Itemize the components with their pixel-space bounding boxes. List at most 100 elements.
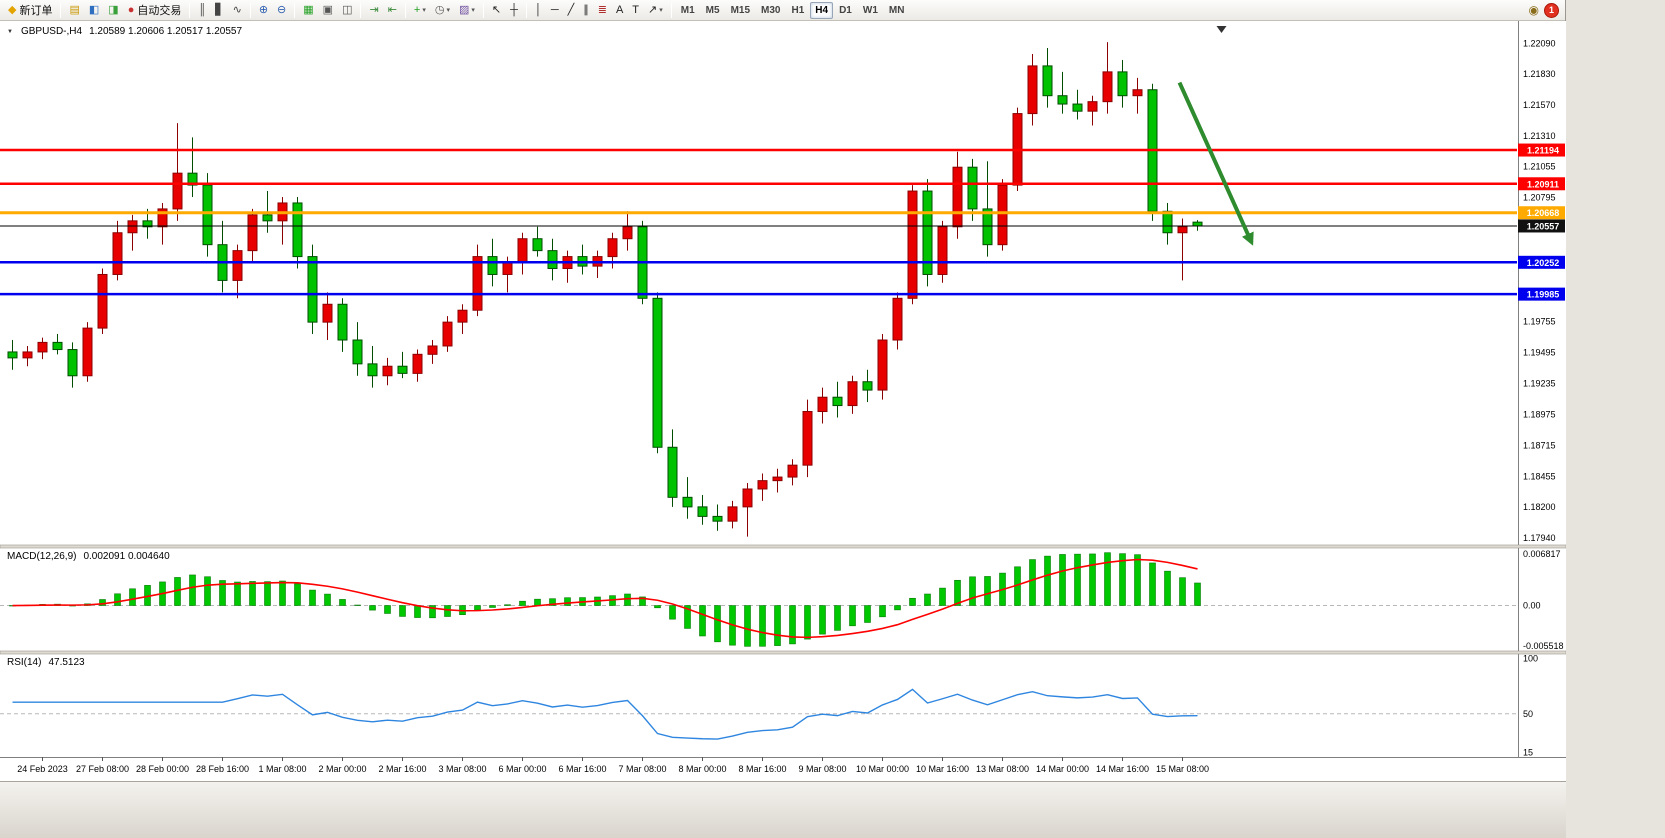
macd-histogram-bar: [789, 605, 796, 645]
macd-histogram-bar: [654, 605, 661, 609]
candlestick-chart-button[interactable]: ▋: [211, 2, 227, 19]
price-axis-label: 1.17940: [1523, 533, 1556, 543]
candle: [232, 244, 243, 299]
candle: [802, 399, 813, 478]
news-icon[interactable]: ◉: [1528, 3, 1539, 17]
navigator-icon: ◨: [108, 4, 119, 16]
price-axis-label: 1.20795: [1523, 193, 1556, 203]
candle: [427, 340, 438, 364]
timeframe-d1[interactable]: D1: [834, 2, 857, 19]
notification-badge[interactable]: 1: [1544, 2, 1559, 18]
candle: [7, 340, 18, 370]
line-chart-button[interactable]: ∿: [229, 2, 246, 19]
templates-button[interactable]: ▨ ▾: [455, 2, 479, 19]
dropdown-caret-icon: ▾: [422, 7, 426, 14]
arrows-button[interactable]: ↗ ▾: [644, 2, 667, 19]
macd-histogram-bar: [1194, 582, 1201, 606]
timeframe-mn[interactable]: MN: [884, 2, 910, 19]
candle: [682, 477, 693, 519]
toolbar-separator: [525, 2, 527, 18]
macd-histogram-bar: [1149, 562, 1156, 606]
candle: [1147, 83, 1158, 221]
candle: [1027, 53, 1038, 126]
candle: [1072, 89, 1083, 120]
channel-button[interactable]: ∥: [579, 2, 593, 19]
chart-shift-button[interactable]: ⇤: [384, 2, 401, 19]
auto-scroll-button[interactable]: ⇥: [365, 2, 382, 19]
candle: [412, 349, 423, 382]
fibonacci-button[interactable]: ≣: [594, 2, 611, 19]
macd-histogram-bar: [1044, 555, 1051, 606]
timeframe-w1[interactable]: W1: [858, 2, 883, 19]
panel-separator[interactable]: [0, 650, 1567, 655]
price-badge-label: 1.20668: [1527, 208, 1560, 218]
timeframe-m5[interactable]: M5: [701, 2, 725, 19]
zoom-in-button[interactable]: ⊕: [255, 2, 272, 19]
trendline-button[interactable]: ╱: [564, 2, 579, 19]
price-badge-label: 1.20252: [1527, 258, 1560, 268]
macd-histogram-bar: [624, 593, 631, 606]
cascade-windows-button[interactable]: ▣: [319, 2, 337, 19]
macd-histogram-bar: [384, 605, 391, 614]
text-button[interactable]: A: [612, 2, 627, 19]
timeframe-h4[interactable]: H4: [810, 1, 834, 19]
macd-histogram-bar: [264, 581, 271, 606]
macd-histogram-bar: [339, 599, 346, 606]
vertical-line-icon: │: [534, 4, 542, 16]
chart-shift-marker[interactable]: [1216, 26, 1227, 33]
macd-histogram-bar: [534, 598, 541, 606]
tile-windows-button[interactable]: ▦: [299, 2, 317, 19]
panel-separator[interactable]: [0, 544, 1567, 549]
macd-histogram-bar: [234, 581, 241, 606]
candle: [667, 429, 678, 507]
price-chart-svg: 1.21194 1.20911 1.20668 1.20557 1.20252 1.199…: [0, 21, 1567, 781]
candle: [67, 342, 78, 388]
macd-histogram-bar: [189, 574, 196, 606]
price-axis-label: 1.18975: [1523, 410, 1556, 420]
auto-trading-button[interactable]: ● 自动交易: [124, 2, 186, 19]
new-order-button-label: 新订单: [19, 5, 53, 17]
macd-histogram-bar: [354, 604, 361, 606]
indicators-button[interactable]: + ▾: [410, 2, 430, 19]
price-badge-label: 1.19985: [1527, 290, 1560, 300]
bar-chart-button[interactable]: ║: [194, 2, 210, 19]
bar-chart-icon: ║: [198, 4, 207, 16]
resistance-line-lower-badge: [1518, 177, 1565, 191]
timeframe-h1[interactable]: H1: [786, 2, 809, 19]
candle: [1057, 71, 1068, 114]
horizontal-line-icon: ─: [550, 4, 559, 16]
timeframe-m15[interactable]: M15: [726, 2, 755, 19]
timeframe-m1[interactable]: M1: [676, 2, 700, 19]
navigator-button[interactable]: ◨: [104, 2, 122, 19]
time-axis-label: 14 Mar 00:00: [1036, 764, 1089, 774]
timeframe-m30[interactable]: M30: [756, 2, 785, 19]
timeframe-m30-label: M30: [761, 4, 781, 16]
cursor-button[interactable]: ↖: [488, 2, 505, 19]
zoom-out-button[interactable]: ⊖: [273, 2, 290, 19]
crosshair-icon: ┼: [510, 4, 518, 16]
candle: [37, 337, 48, 360]
trend-arrow-annotation[interactable]: [1177, 81, 1254, 246]
macd-axis-label: -0.005518: [1523, 641, 1564, 651]
toolbar-right: ◉ 1: [1528, 2, 1561, 18]
macd-histogram-bar: [489, 605, 496, 608]
tile-windows-icon: ▦: [303, 4, 314, 16]
time-axis[interactable]: [0, 758, 1566, 780]
candle: [97, 268, 108, 335]
new-order-button[interactable]: ◆ 新订单: [4, 2, 56, 19]
crosshair-button[interactable]: ┼: [506, 2, 522, 19]
toolbar-separator: [482, 2, 484, 18]
time-axis-label: 7 Mar 08:00: [618, 764, 666, 774]
horizontal-line-button[interactable]: ─: [547, 2, 563, 19]
new-chart-button[interactable]: ▤: [65, 2, 83, 19]
candle: [367, 345, 378, 388]
arrows-icon: ↗: [648, 4, 658, 16]
arrange-windows-button[interactable]: ◫: [338, 2, 356, 19]
text-label-button[interactable]: T: [628, 2, 643, 19]
toolbar-separator: [294, 2, 296, 18]
text-icon: A: [615, 4, 624, 16]
periods-button[interactable]: ◷ ▾: [431, 2, 454, 19]
market-watch-button[interactable]: ◧: [85, 2, 103, 19]
vertical-line-button[interactable]: │: [531, 2, 546, 19]
time-axis-label: 9 Mar 08:00: [798, 764, 846, 774]
